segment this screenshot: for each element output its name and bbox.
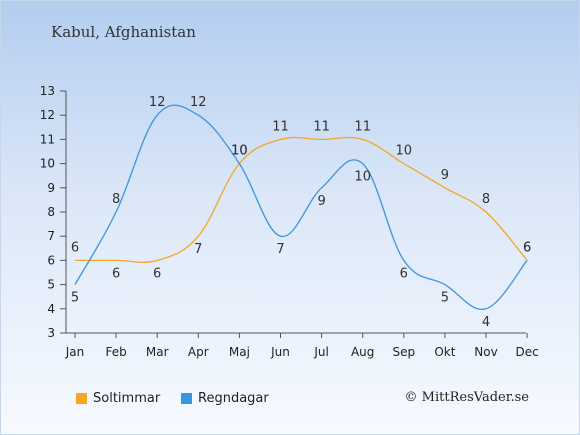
sun-legend-swatch (76, 393, 87, 404)
sun-data-label: 6 (523, 240, 531, 255)
sun-data-label: 10 (231, 144, 248, 159)
rain-data-label: 6 (523, 240, 531, 255)
rain-data-label: 10 (231, 144, 248, 159)
sun-data-label: 6 (153, 266, 161, 281)
rain-data-label: 6 (400, 266, 408, 281)
y-tick-label: 8 (47, 205, 55, 219)
y-ticks: 3 4 5 6 7 8 9 10 11 12 13 (40, 84, 66, 340)
chart-title: Kabul, Afghanistan (51, 23, 196, 41)
rain-data-label: 4 (482, 315, 490, 330)
y-tick-label: 12 (40, 108, 55, 122)
y-tick-label: 10 (40, 157, 55, 171)
x-tick-label: Sep (392, 345, 415, 359)
x-tick-label: Mar (146, 345, 169, 359)
y-tick-label: 6 (47, 253, 55, 267)
credit-text: © MittResVader.se (404, 390, 529, 405)
y-tick-label: 13 (40, 84, 55, 98)
y-tick-label: 5 (47, 278, 55, 292)
rain-data-label: 12 (190, 95, 207, 110)
series-line-rain (74, 104, 528, 311)
rain-legend-swatch (181, 393, 192, 404)
x-tick-label: Maj (229, 345, 250, 359)
rain-data-label: 5 (71, 291, 79, 306)
sun-data-label: 11 (354, 119, 371, 134)
rain-data-label: 5 (441, 291, 449, 306)
rain-data-label: 9 (317, 194, 325, 209)
rain-data-label: 8 (112, 192, 120, 207)
series-lines (74, 104, 528, 311)
x-tick-label: Aug (351, 345, 374, 359)
x-tick-label: Jul (313, 345, 328, 359)
y-tick-label: 3 (47, 326, 55, 340)
sun-data-label: 6 (112, 266, 120, 281)
x-tick-label: Nov (474, 345, 497, 359)
x-tick-label: Jan (65, 345, 85, 359)
y-tick-label: 9 (47, 181, 55, 195)
y-tick-label: 11 (40, 132, 55, 146)
x-ticks: Jan Feb Mar Apr Maj Jun Jul Aug Sep Okt Nov Dec (65, 333, 539, 359)
legend-item-sun: Soltimmar (76, 391, 160, 406)
x-tick-label: Dec (515, 345, 538, 359)
rain-legend-label: Regndagar (198, 391, 269, 406)
rain-data-label: 12 (149, 95, 166, 110)
sun-data-label: 8 (482, 192, 490, 207)
sun-data-label: 11 (313, 119, 330, 134)
sun-data-label: 6 (71, 240, 79, 255)
x-tick-label: Okt (434, 345, 455, 359)
rain-data-label: 7 (276, 242, 284, 257)
sun-data-label: 10 (396, 144, 413, 159)
legend-item-rain: Regndagar (181, 391, 269, 406)
sun-data-label: 9 (441, 168, 449, 183)
sun-data-label: 7 (194, 242, 202, 257)
rain-data-label: 10 (354, 170, 371, 185)
x-tick-label: Apr (188, 345, 209, 359)
series-line-sun (75, 136, 528, 263)
y-tick-label: 4 (47, 302, 55, 316)
x-tick-label: Feb (105, 345, 126, 359)
sun-legend-label: Soltimmar (93, 391, 161, 406)
y-tick-label: 7 (47, 229, 55, 243)
sun-data-label: 11 (272, 119, 289, 134)
x-tick-label: Jun (270, 345, 290, 359)
